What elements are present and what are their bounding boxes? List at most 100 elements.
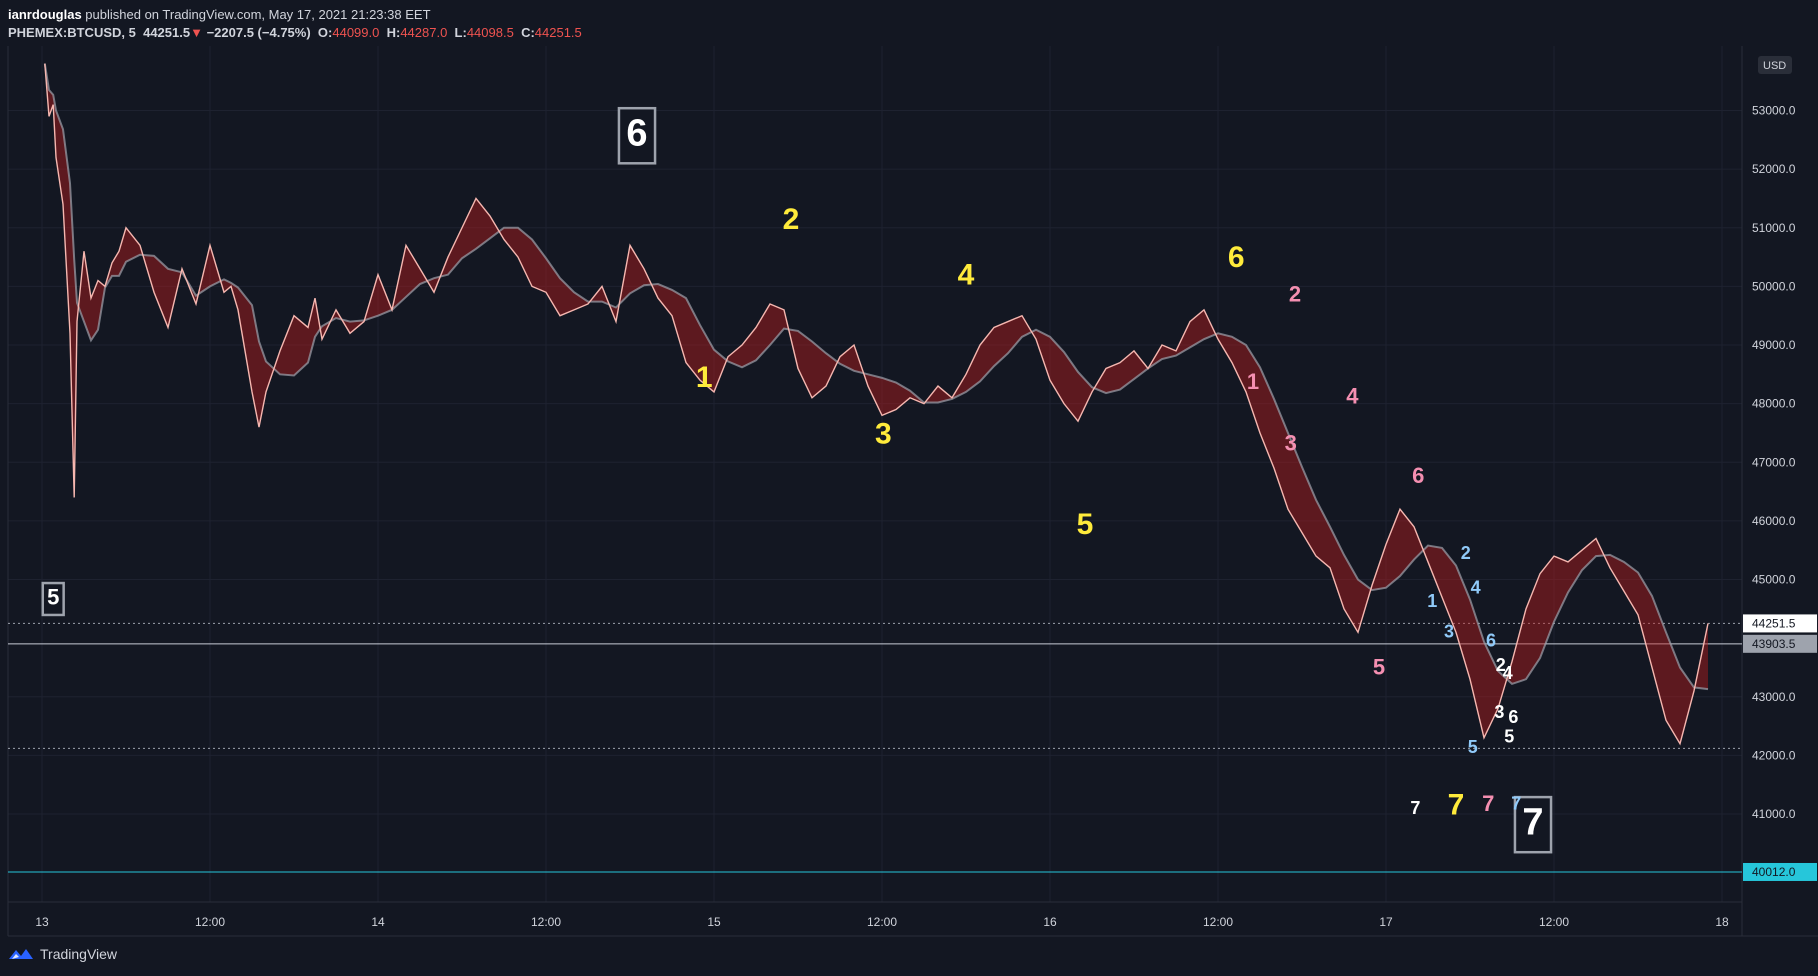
wave-count-label: 3 xyxy=(1444,622,1454,642)
time-tick-label: 16 xyxy=(1043,915,1057,929)
wave-label: 4 xyxy=(1471,578,1481,598)
wave-label: 5 xyxy=(41,581,65,617)
wave-count-label: 7 xyxy=(1448,789,1465,822)
price-tick-label: 47000.0 xyxy=(1752,455,1796,469)
wave-label: 6 xyxy=(1486,630,1496,650)
wave-count-label: 5 xyxy=(1468,737,1478,757)
price-tick-label: 42000.0 xyxy=(1752,748,1796,762)
wave-count-label: 5 xyxy=(1373,655,1385,680)
wave-count-label: 4 xyxy=(958,259,975,292)
price-tick-label: 52000.0 xyxy=(1752,162,1796,176)
time-tick-label: 12:00 xyxy=(867,915,897,929)
time-tick-label: 14 xyxy=(371,915,385,929)
wave-label: 2 xyxy=(1461,543,1471,563)
moving-average-line xyxy=(43,63,1709,691)
moving-average-ribbon xyxy=(44,63,1708,744)
price-axis[interactable]: 53000.0 52000.0 51000.0 50000.0 49000.0 48000… xyxy=(1752,56,1796,821)
footer: TradingView xyxy=(8,946,117,962)
time-tick-label: 12:00 xyxy=(531,915,561,929)
wave-count-label: 5 xyxy=(47,585,59,610)
wave-count-label: 6 xyxy=(626,113,647,155)
wave-label: 3 xyxy=(875,418,892,451)
wave-count-label: 1 xyxy=(696,361,713,394)
wave-count-label: 5 xyxy=(1077,508,1094,541)
wave-label: 7 xyxy=(1513,795,1553,854)
symbol-name[interactable]: PHEMEX:BTCUSD, 5 xyxy=(8,25,136,40)
time-tick-label: 13 xyxy=(35,915,49,929)
wave-count-label: 6 xyxy=(1228,241,1245,274)
time-tick-label: 12:00 xyxy=(1539,915,1569,929)
currency-label: USD xyxy=(1763,60,1786,72)
open-label: O: xyxy=(317,25,333,40)
author-name[interactable]: ianrdouglas xyxy=(8,7,82,22)
wave-count-label: 4 xyxy=(1471,578,1481,598)
price-tick-label: 48000.0 xyxy=(1752,397,1796,411)
plot-background xyxy=(8,46,1742,902)
price-tick-label: 49000.0 xyxy=(1752,338,1796,352)
wave-label: 5 xyxy=(1504,727,1514,747)
level-43903-tag xyxy=(1743,634,1817,653)
wave-count-label: 3 xyxy=(1494,702,1504,722)
wave-label: 1 xyxy=(1247,369,1259,394)
support-level-tag xyxy=(1743,862,1817,881)
publish-info: ianrdouglas published on TradingView.com… xyxy=(8,6,582,24)
wave-count-label: 2 xyxy=(783,203,800,236)
price-line xyxy=(44,63,1709,746)
wave-label: 1 xyxy=(696,361,713,394)
wave-count-label: 1 xyxy=(1427,591,1437,611)
wave-label: 7 xyxy=(1410,798,1420,818)
last-price: 44251.5 xyxy=(143,25,191,40)
wave-count-label: 6 xyxy=(1486,630,1496,650)
wave-label: 6 xyxy=(1228,241,1245,274)
price-tick-label: 46000.0 xyxy=(1752,514,1796,528)
wave-label: 6 xyxy=(1508,707,1518,727)
down-arrow-icon: ▼ xyxy=(190,25,203,40)
price-tick-label: 50000.0 xyxy=(1752,279,1796,293)
level-43903-label: 43903.5 xyxy=(1752,637,1796,651)
last-price-label: 44251.5 xyxy=(1752,616,1796,630)
time-tick-label: 15 xyxy=(707,915,721,929)
brand-name[interactable]: TradingView xyxy=(40,946,118,962)
wave-count-label: 6 xyxy=(1412,463,1424,488)
wave-count-label: 3 xyxy=(875,418,892,451)
tradingview-logo-icon[interactable] xyxy=(8,946,34,962)
chart-header: ianrdouglas published on TradingView.com… xyxy=(8,6,582,42)
time-tick-label: 18 xyxy=(1715,915,1729,929)
wave-label: 3 xyxy=(1285,431,1297,456)
wave-label: 4 xyxy=(958,259,975,292)
time-tick-label: 12:00 xyxy=(1203,915,1233,929)
wave-label: 3 xyxy=(1494,702,1504,722)
price-tick-label: 43000.0 xyxy=(1752,690,1796,704)
wave-count-label: 2 xyxy=(1289,282,1301,307)
wave-label: 4 xyxy=(1346,384,1359,409)
price-tick-label: 41000.0 xyxy=(1752,807,1796,821)
wave-count-label: 7 xyxy=(1511,793,1521,813)
high-label: H: xyxy=(386,25,401,40)
wave-count-label: 3 xyxy=(1285,431,1297,456)
wave-count-label: 5 xyxy=(1504,727,1514,747)
time-axis[interactable]: 13 12:00 14 12:00 15 12:00 16 12:00 17 12:00 18 xyxy=(35,915,1729,929)
wave-label: 4 xyxy=(1503,663,1513,683)
wave-count-label: 4 xyxy=(1503,663,1513,683)
wave-count-label: 6 xyxy=(1508,707,1518,727)
grid xyxy=(8,46,1742,902)
last-price-tag xyxy=(1743,614,1817,633)
wave-count-label: 4 xyxy=(1346,384,1359,409)
wave-label: 7 xyxy=(1448,789,1465,822)
wave-label: 1 xyxy=(1427,591,1437,611)
time-tick-label: 17 xyxy=(1379,915,1393,929)
wave-label: 2 xyxy=(1289,282,1301,307)
wave-count-label: 7 xyxy=(1522,802,1543,844)
wave-label: 6 xyxy=(1412,463,1424,488)
wave-label: 2 xyxy=(1496,655,1506,675)
wave-count-label: 7 xyxy=(1410,798,1420,818)
price-change: −2207.5 (−4.75%) xyxy=(206,25,311,40)
support-level-label: 40012.0 xyxy=(1752,865,1796,879)
low-label: L: xyxy=(454,25,467,40)
wave-label: 3 xyxy=(1444,622,1454,642)
price-tick-label: 53000.0 xyxy=(1752,103,1796,117)
wave-label: 7 xyxy=(1511,793,1521,813)
time-tick-label: 12:00 xyxy=(195,915,225,929)
wave-count-label: 1 xyxy=(1247,369,1259,394)
